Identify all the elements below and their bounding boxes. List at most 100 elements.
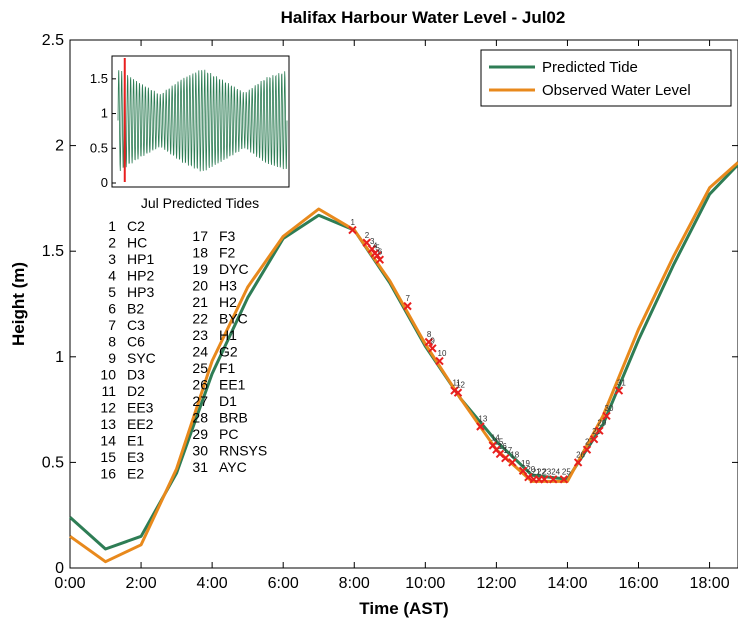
y-axis-ticks: 0 0.5 1 1.5 2 2.5	[42, 32, 738, 577]
site-key-name: H2	[219, 294, 237, 310]
site-key-name: D1	[219, 393, 237, 409]
x-tick-label: 16:00	[618, 575, 658, 592]
y-tick-label: 1	[55, 349, 64, 366]
observation-label: 14	[491, 434, 500, 443]
x-tick-label: 2:00	[125, 575, 156, 592]
observation-marker	[476, 422, 485, 431]
observation-marker	[524, 472, 533, 482]
observation-label: 13	[478, 414, 487, 423]
site-key-number: 14	[100, 433, 116, 449]
site-key-number: 11	[101, 383, 116, 399]
observation-marker	[348, 225, 357, 235]
observation-marker	[559, 475, 569, 484]
observed-water-level-line	[69, 161, 738, 564]
legend-label-observed: Observed Water Level	[542, 82, 691, 99]
observation-label: 22	[537, 467, 546, 476]
site-key-name: D3	[127, 367, 145, 383]
y-tick-label: 0.5	[42, 454, 64, 471]
site-key-number: 31	[192, 459, 208, 475]
site-key-number: 3	[108, 251, 116, 267]
observation-label: 2	[365, 231, 370, 240]
site-key-number: 15	[100, 449, 116, 465]
observation-marker	[508, 458, 517, 467]
site-key-number: 4	[108, 268, 116, 284]
chart-title: Halifax Harbour Water Level - Jul02	[281, 8, 566, 27]
site-key-number: 17	[192, 228, 208, 244]
site-key-name: PC	[219, 426, 238, 442]
observation-label: 20	[526, 465, 535, 474]
observation-label: 28	[592, 427, 601, 436]
observation-label: 19	[521, 459, 530, 468]
observation-label: 7	[406, 294, 411, 303]
observation-marker	[602, 411, 611, 421]
observation-marker	[375, 255, 385, 264]
observation-marker	[582, 445, 592, 454]
site-key-name: D2	[127, 383, 145, 399]
inset-y-tick-label: 1.5	[90, 71, 108, 86]
site-key-number: 22	[192, 311, 208, 327]
inset-y-axis-ticks: 0 0.5 1 1.5	[90, 71, 116, 190]
site-key-name: H1	[219, 327, 237, 343]
observation-label: 12	[456, 381, 465, 390]
x-tick-label: 14:00	[547, 575, 587, 592]
site-key-number: 20	[192, 278, 208, 294]
x-tick-label: 4:00	[197, 575, 228, 592]
site-key-name: HP3	[127, 284, 154, 300]
site-key-number: 9	[108, 350, 116, 366]
observation-label: 16	[498, 442, 507, 451]
x-tick-label: 12:00	[476, 575, 516, 592]
site-key-name: EE1	[219, 377, 246, 393]
site-key-name: HC	[127, 235, 147, 251]
site-key-name: DYC	[219, 261, 249, 277]
site-key-name: SYC	[127, 350, 156, 366]
inset-chart: 0 0.5 1 1.5 Jul Predicted Tides	[90, 55, 290, 211]
site-key-name: AYC	[219, 459, 247, 475]
site-key-number: 12	[100, 400, 116, 416]
observation-label: 25	[562, 467, 571, 476]
site-key-name: EE3	[127, 400, 154, 416]
x-axis-ticks: 0:00 2:00 4:00 6:00 8:00 10:00 12:00 14:00 16:00…	[54, 40, 730, 592]
x-tick-label: 6:00	[268, 575, 299, 592]
site-key-name: F2	[219, 245, 236, 261]
observation-label: 6	[378, 248, 383, 257]
observation-label: 8	[427, 330, 432, 339]
legend: Predicted Tide Observed Water Level	[480, 49, 732, 107]
site-key-number: 26	[192, 377, 208, 393]
site-key-number: 2	[108, 235, 116, 251]
observation-label: 1	[350, 218, 355, 227]
site-key-number: 16	[100, 466, 116, 482]
observation-label: 11	[452, 379, 461, 388]
legend-box	[480, 49, 732, 107]
observation-marker	[373, 251, 382, 260]
site-key-number: 21	[192, 294, 208, 310]
observation-label: 29	[597, 419, 606, 428]
site-key-name: BRB	[219, 410, 248, 426]
x-tick-label: 8:00	[339, 575, 370, 592]
site-key-number: 19	[192, 261, 208, 277]
observation-marker	[403, 301, 412, 311]
site-key-number: 6	[108, 301, 116, 317]
series-lines	[69, 161, 738, 564]
inset-y-tick-label: 0	[101, 175, 108, 190]
site-key-number: 7	[108, 317, 116, 333]
inset-y-tick-label: 0.5	[90, 140, 108, 155]
observation-label: 31	[617, 379, 626, 388]
inset-title: Jul Predicted Tides	[141, 195, 259, 211]
site-key-name: F3	[219, 228, 236, 244]
inset-tide-line	[117, 69, 288, 172]
site-key-number: 29	[192, 426, 208, 442]
observation-label: 17	[503, 446, 512, 455]
site-key-number: 24	[192, 344, 208, 360]
site-key-name: HP2	[127, 268, 154, 284]
site-key-number: 8	[108, 334, 116, 350]
observation-label: 21	[532, 467, 541, 476]
observation-label: 10	[438, 349, 447, 358]
observation-marker	[501, 453, 510, 463]
observation-marker	[595, 426, 604, 435]
site-key-number: 27	[192, 393, 208, 409]
site-key-number: 30	[192, 443, 208, 459]
x-tick-label: 18:00	[690, 575, 730, 592]
observation-label: 9	[430, 336, 435, 345]
